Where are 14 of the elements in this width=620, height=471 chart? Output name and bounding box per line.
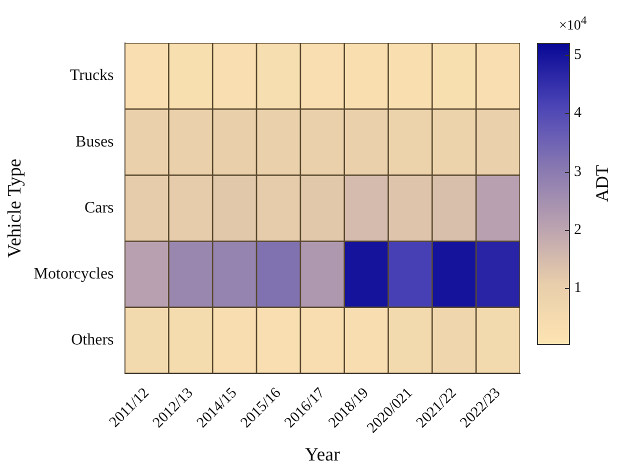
color-bar-label: 2: [574, 220, 582, 240]
color-bar-label: 5: [574, 46, 582, 65]
y-tick-label: Motorcycles: [34, 265, 114, 282]
color-bar-title: ADT: [592, 165, 613, 202]
y-tick-label: Trucks: [70, 67, 114, 84]
color-bar-label: 4: [574, 104, 582, 124]
color-bar-label: 1: [574, 279, 582, 298]
y-axis-title: Vehicle Type: [4, 158, 26, 258]
y-tick-label: Others: [71, 332, 114, 349]
y-tick-label: Cars: [84, 199, 114, 216]
text: ×10$^{4}$: [559, 14, 587, 35]
x-axis-title: Year: [304, 444, 341, 466]
color-bar-label: 3: [574, 162, 582, 182]
y-tick-label: Buses: [76, 133, 114, 150]
